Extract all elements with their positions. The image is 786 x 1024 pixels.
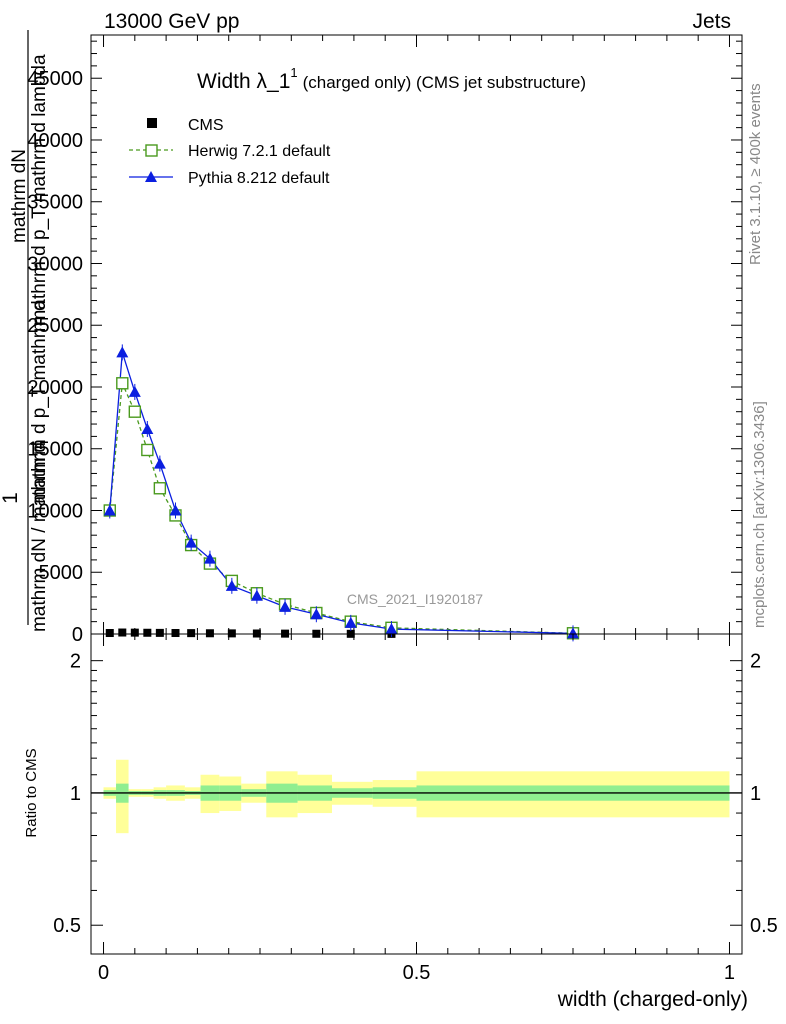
- legend-marker-herwig: [145, 144, 158, 157]
- series-layer: [103, 344, 580, 642]
- plot-title: Width λ_11 (charged only) (CMS jet substr…: [197, 65, 586, 93]
- y-label-prefix: 1: [0, 492, 22, 504]
- legend-marker-cms: [147, 118, 157, 128]
- cms-point: [130, 628, 139, 637]
- ratio-y-tick-label: 1: [70, 783, 81, 805]
- pythia-point: [128, 385, 141, 397]
- watermark: CMS_2021_I1920187: [347, 591, 483, 607]
- y-tick-label: 45000: [27, 68, 83, 90]
- pythia-point: [141, 422, 154, 434]
- pythia-point: [116, 346, 129, 358]
- legend-label-pythia: Pythia 8.212 default: [188, 170, 330, 187]
- ratio-y-label: Ratio to CMS: [23, 748, 40, 837]
- x-tick-label: 0.5: [403, 962, 431, 984]
- pythia-line: [109, 352, 574, 635]
- header-left: 13000 GeV pp: [104, 10, 239, 33]
- cms-point: [118, 628, 127, 637]
- cms-point: [155, 628, 164, 637]
- herwig-point: [141, 443, 154, 457]
- y-tick-label: 35000: [27, 192, 83, 214]
- legend-marker-pythia: [145, 171, 157, 182]
- svg-text:Width λ_11(charged only) (CMS: Width λ_11 (charged only) (CMS jet substr…: [197, 65, 586, 93]
- ratio-bands: [91, 759, 742, 834]
- herwig-point: [116, 377, 129, 390]
- ratio-y-tick-label: 2: [70, 651, 81, 673]
- ratio-y-tick-label-right: 1: [750, 783, 761, 805]
- y-label-numerator: mathrm dN: [9, 149, 30, 243]
- mcplots-label: mcplots.cern.ch [arXiv:1306.3436]: [751, 401, 768, 628]
- y-tick-label: 10000: [27, 500, 83, 522]
- y-label-denominator-2: mathrm d p_T mathrm d: [29, 300, 50, 503]
- legend-label-herwig: Herwig 7.2.1 default: [188, 143, 331, 160]
- title-main: Width λ_1: [197, 70, 290, 93]
- y-tick-label: 0: [72, 624, 83, 646]
- main-plot: 0 5000 10000 15000 20000 25000 30000 35000 40000…: [0, 30, 743, 646]
- rivet-label: Rivet 3.1.10, ≥ 400k events: [747, 83, 764, 265]
- ratio-y-tick-label: 0.5: [53, 915, 81, 937]
- pythia-point: [185, 536, 198, 548]
- ratio-y-tick-label-right: 0.5: [750, 915, 778, 937]
- pythia-point: [310, 608, 323, 620]
- pythia-point: [103, 504, 116, 516]
- pythia-point: [225, 579, 238, 591]
- y-tick-label: 20000: [27, 377, 83, 399]
- title-rest: (charged only) (CMS jet substructure): [303, 73, 586, 92]
- cms-point: [143, 628, 152, 637]
- pythia-point: [566, 627, 579, 639]
- cms-point: [187, 629, 196, 638]
- y-tick-label: 25000: [27, 315, 83, 337]
- x-tick-label: 0: [98, 962, 109, 984]
- x-axis-label: width (charged-only): [557, 988, 748, 1011]
- herwig-point: [128, 405, 142, 418]
- ratio-y-axis: 0.5 0.5 1 1 2 2: [53, 651, 778, 938]
- herwig-line: [109, 380, 574, 634]
- ratio-plot: 0.5 0.51 12 2 0 0.5 1 Ratio to CMS width (cha…: [23, 633, 778, 1011]
- y-tick-label: 30000: [27, 253, 83, 275]
- pythia-point: [344, 616, 357, 628]
- legend-label-cms: CMS: [188, 117, 224, 134]
- main-y-axis: 0 5000 10000 15000 20000 25000 30000 35000 40000…: [27, 40, 742, 646]
- ratio-y-tick-label-right: 2: [750, 651, 761, 673]
- pythia-point: [279, 600, 292, 612]
- x-tick-label: 1: [724, 962, 735, 984]
- herwig-point: [153, 482, 167, 495]
- pythia-point: [250, 589, 263, 601]
- y-axis-label: 1 mathrm dN mathrm d p_T mathrm d lambda…: [0, 30, 50, 632]
- ratio-x-axis: 0 0.5 1: [98, 634, 735, 984]
- legend: CMS Herwig 7.2.1 default Pythia 8.212 de…: [129, 117, 331, 187]
- pythia-point: [203, 552, 216, 564]
- cms-point: [171, 629, 180, 638]
- y-tick-label: 15000: [27, 439, 83, 461]
- pythia-point: [169, 504, 182, 516]
- y-label-denominator-3: mathrm dN / mathrm d: [29, 442, 50, 632]
- title-superscript: 1: [290, 65, 297, 80]
- pythia-point: [385, 623, 398, 635]
- cms-point: [205, 629, 214, 638]
- y-label-denominator-1: mathrm d p_T mathrm d lambda: [29, 54, 50, 325]
- pythia-point: [153, 457, 166, 469]
- cms-point: [227, 629, 236, 638]
- cms-point: [105, 629, 114, 638]
- y-tick-label: 5000: [39, 562, 84, 584]
- y-tick-label: 40000: [27, 130, 83, 152]
- header-right: Jets: [692, 10, 731, 33]
